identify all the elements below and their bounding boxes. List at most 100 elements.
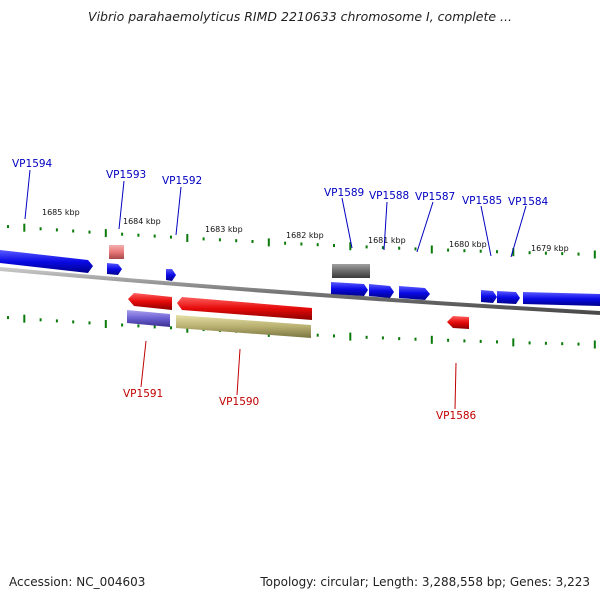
- scale-labels: 1685 kbp 1684 kbp 1683 kbp 1682 kbp 1681…: [42, 208, 569, 253]
- scale-tick-bottom: [316, 333, 319, 337]
- gene-arrow-vp1592[interactable]: [166, 269, 176, 281]
- gene-arrow-vp1588[interactable]: [369, 284, 394, 298]
- scale-tick-top: [23, 223, 26, 232]
- chromosome-backbone: [0, 267, 600, 315]
- gene-block-vp1591b[interactable]: [127, 310, 170, 327]
- scale-tick-bottom: [398, 337, 401, 341]
- scale-tick-bottom: [414, 337, 417, 341]
- scale-tick-bottom: [463, 339, 466, 343]
- scale-tick-top: [88, 230, 91, 234]
- scale-tick-top: [593, 250, 596, 259]
- scale-label: 1684 kbp: [123, 217, 161, 226]
- scale-label: 1681 kbp: [368, 236, 406, 245]
- scale-tick-top: [55, 228, 58, 232]
- scale-tick-bottom: [121, 323, 124, 327]
- scale-label: 1685 kbp: [42, 208, 80, 217]
- scale-tick-bottom: [577, 342, 580, 346]
- gene-block-vp1589[interactable]: [332, 264, 370, 278]
- scale-tick-top: [463, 249, 466, 253]
- scale-tick-bottom: [430, 335, 433, 344]
- scale-tick-top: [496, 250, 498, 254]
- scale-tick-bottom: [72, 320, 75, 324]
- scale-tick-top: [104, 229, 107, 238]
- scale-tick-top: [39, 227, 42, 231]
- gene-arrow-vp1591[interactable]: [128, 293, 172, 310]
- scale-ticks-bottom: [7, 314, 596, 349]
- scale-tick-top: [186, 234, 189, 242]
- gene-arrow-vp1586[interactable]: [447, 316, 469, 329]
- gene-label-vp1593: VP1593: [106, 169, 146, 181]
- scale-tick-bottom: [104, 320, 107, 328]
- accession-text: Accession: NC_004603: [9, 575, 146, 589]
- scale-tick-bottom: [512, 338, 515, 347]
- scale-tick-bottom: [496, 340, 498, 344]
- scale-tick-bottom: [479, 339, 482, 343]
- gene-label-vp1589: VP1589: [324, 187, 364, 199]
- scale-ticks-top: [7, 223, 596, 259]
- scale-tick-bottom: [561, 342, 564, 346]
- scale-tick-top: [7, 225, 9, 229]
- scale-label: 1683 kbp: [205, 225, 243, 234]
- gene-block-vp1593[interactable]: [109, 245, 124, 259]
- scale-label: 1680 kbp: [449, 240, 487, 249]
- gene-label-vp1588: VP1588: [369, 190, 409, 202]
- label-callouts: [24, 169, 527, 410]
- scale-tick-top: [430, 245, 433, 254]
- scale-tick-bottom: [39, 318, 42, 322]
- scale-tick-top: [447, 248, 450, 252]
- scale-tick-bottom: [365, 335, 368, 339]
- scale-tick-bottom: [333, 334, 335, 338]
- scale-label: 1682 kbp: [286, 231, 324, 240]
- scale-tick-bottom: [88, 321, 91, 325]
- scale-tick-top: [365, 245, 368, 249]
- scale-tick-top: [333, 244, 335, 247]
- scale-tick-top: [349, 242, 352, 251]
- gene-arrow-vp1585[interactable]: [481, 290, 497, 303]
- scale-tick-top: [544, 251, 547, 255]
- gene-arrow-vp1584[interactable]: [523, 292, 600, 306]
- scale-tick-top: [72, 229, 75, 233]
- gene-label-vp1587: VP1587: [415, 191, 455, 203]
- gene-block-vp1590b[interactable]: [176, 315, 311, 338]
- scale-tick-top: [561, 252, 564, 256]
- scale-tick-bottom: [381, 336, 384, 340]
- scale-tick-bottom: [137, 324, 140, 328]
- reverse-strand-genes: [127, 293, 469, 338]
- scale-tick-top: [512, 248, 515, 257]
- gene-arrow-vp1593b[interactable]: [107, 263, 122, 275]
- gene-label-vp1591: VP1591: [123, 388, 163, 400]
- genome-summary-text: Topology: circular; Length: 3,288,558 bp…: [260, 575, 590, 589]
- scale-tick-top: [577, 252, 580, 256]
- scale-tick-top: [218, 238, 221, 242]
- scale-tick-bottom: [23, 314, 26, 323]
- gene-arrow-vp1594[interactable]: [0, 250, 93, 273]
- scale-tick-bottom: [544, 341, 547, 345]
- scale-tick-bottom: [170, 326, 172, 330]
- scale-tick-top: [300, 242, 303, 246]
- scale-tick-top: [398, 246, 401, 250]
- scale-tick-top: [381, 246, 384, 250]
- scale-tick-top: [251, 240, 254, 243]
- gene-arrow-vp1587[interactable]: [399, 286, 430, 300]
- gene-label-vp1586: VP1586: [436, 410, 477, 422]
- scale-tick-top: [121, 232, 124, 236]
- scale-tick-top: [202, 237, 205, 241]
- scale-label: 1679 kbp: [531, 244, 569, 253]
- gene-label-vp1584: VP1584: [508, 196, 549, 208]
- gene-arrow-vp1589b[interactable]: [331, 282, 368, 296]
- gene-arrow-vp1590[interactable]: [177, 297, 312, 320]
- forward-strand-genes: [0, 245, 600, 306]
- scale-tick-bottom: [447, 338, 450, 342]
- scale-tick-top: [235, 239, 238, 243]
- scale-tick-bottom: [349, 332, 352, 341]
- scale-tick-top: [170, 235, 172, 239]
- scale-tick-bottom: [153, 325, 156, 329]
- scale-tick-top: [153, 234, 156, 238]
- scale-tick-top: [414, 247, 417, 251]
- scale-tick-top: [528, 251, 531, 255]
- scale-tick-top: [267, 238, 270, 247]
- gene-arrow-vp1584a[interactable]: [497, 291, 520, 304]
- gene-labels: VP1594 VP1593 VP1592 VP1589 VP1588 VP158…: [12, 158, 549, 422]
- map-title: Vibrio parahaemolyticus RIMD 2210633 chr…: [88, 9, 512, 24]
